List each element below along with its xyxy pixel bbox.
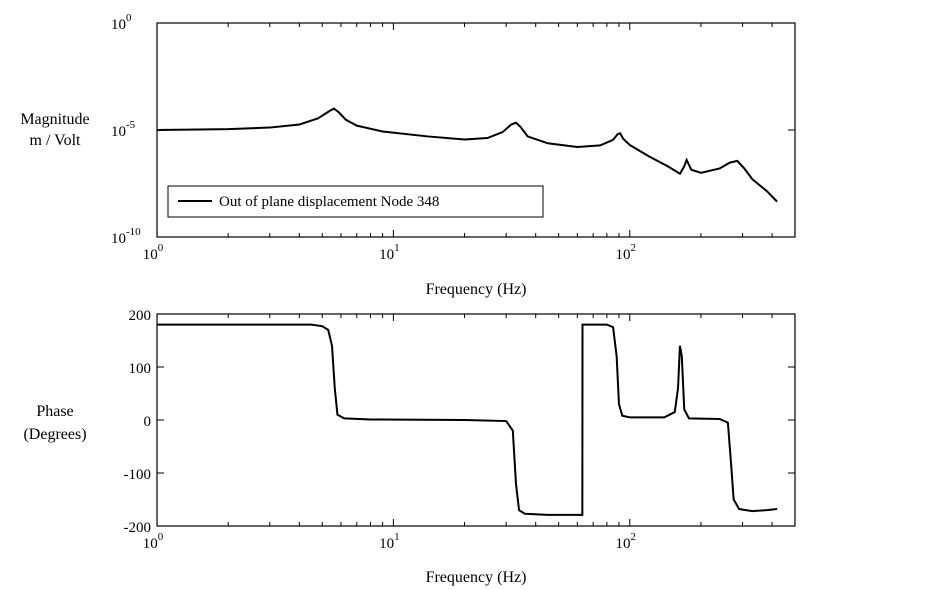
- magnitude-x-ticks: 100 101 102: [143, 23, 796, 263]
- magnitude-x-tick-label: 101: [379, 242, 400, 263]
- magnitude-x-label: Frequency (Hz): [426, 281, 527, 298]
- magnitude-y-tick-label: 10-5: [111, 119, 136, 140]
- phase-y-tick-label: -100: [124, 467, 152, 483]
- phase-x-tick-exponent: 2: [631, 531, 637, 543]
- phase-x-tick-label: 102: [616, 531, 637, 552]
- magnitude-legend: Out of plane displacement Node 348: [167, 185, 544, 218]
- magnitude-y-ticks: 100 10-5 10-10: [111, 12, 795, 247]
- magnitude-x-tick-exponent: 2: [631, 242, 637, 254]
- phase-x-tick-label: 101: [379, 531, 400, 552]
- phase-y-label-line1: Phase: [36, 403, 73, 420]
- phase-y-tick-label: 0: [144, 414, 152, 430]
- magnitude-x-tick-exponent: 0: [158, 242, 164, 254]
- phase-y-label-line2: (Degrees): [23, 426, 86, 443]
- magnitude-x-tick-label: 100: [143, 242, 164, 263]
- magnitude-y-tick-exponent: -5: [126, 119, 136, 131]
- phase-x-tick-exponent: 0: [158, 531, 164, 543]
- magnitude-x-tick-exponent: 1: [394, 242, 400, 254]
- magnitude-series-line: [156, 107, 778, 203]
- magnitude-y-tick-exponent: -10: [126, 226, 141, 238]
- phase-y-tick-label: -200: [124, 520, 152, 536]
- phase-series-line: [157, 323, 778, 516]
- phase-x-ticks: 1 0 0 101 102: [143, 314, 796, 552]
- phase-y-tick-label: 100: [129, 361, 152, 377]
- magnitude-y-label-line2: m / Volt: [30, 132, 82, 149]
- phase-x-tick-exponent: 1: [394, 531, 400, 543]
- phase-x-label: Frequency (Hz): [426, 569, 527, 586]
- magnitude-y-label-line1: Magnitude: [20, 111, 89, 128]
- legend-entry-text: Out of plane displacement Node 348: [219, 194, 439, 210]
- magnitude-y-tick-label: 10-10: [111, 226, 141, 247]
- magnitude-y-tick-label: 100: [111, 12, 132, 33]
- magnitude-x-tick-label: 102: [616, 242, 637, 263]
- phase-y-tick-label: 200: [129, 308, 152, 324]
- phase-y-ticks: 200 100 0 -100 -200: [124, 308, 795, 536]
- legend-box: [167, 185, 544, 218]
- magnitude-y-tick-exponent: 0: [126, 12, 132, 24]
